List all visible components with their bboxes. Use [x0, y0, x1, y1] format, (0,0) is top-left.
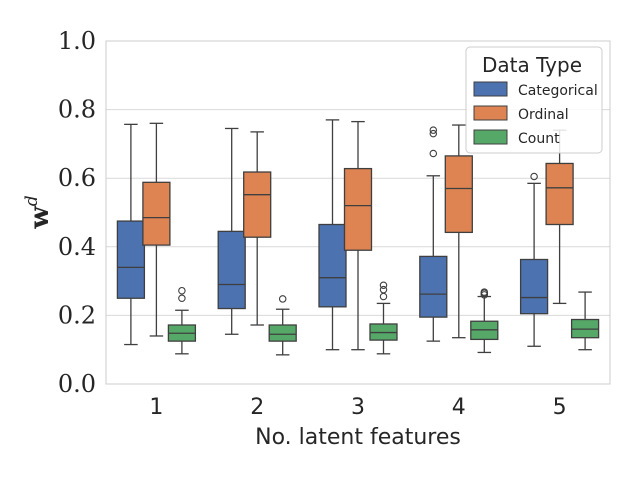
y-tick-label: 0.8 [58, 96, 96, 124]
outlier-point [278, 295, 287, 303]
box-ordinal-4 [444, 124, 473, 339]
y-tick-label: 0.6 [58, 164, 96, 192]
box-count-3 [369, 281, 398, 355]
x-tick-label: 3 [351, 395, 365, 420]
outlier-point [429, 129, 438, 138]
box-categorical-1 [116, 123, 146, 346]
outlier-point [480, 288, 489, 296]
iqr-box [545, 162, 574, 226]
outlier-point [178, 294, 186, 302]
box-plot-series [116, 119, 600, 356]
x-tick-label: 2 [250, 395, 264, 420]
box-count-4 [470, 288, 499, 354]
y-axis-ticks: 0.0 0.2 0.4 0.6 0.8 1.0 [58, 27, 96, 398]
box-ordinal-1 [142, 122, 171, 337]
iqr-box [444, 155, 473, 234]
x-tick-label: 1 [149, 395, 163, 420]
y-axis-label: wd [22, 195, 55, 229]
legend-frame [465, 46, 603, 154]
x-tick-label: 4 [452, 395, 466, 420]
outlier-point [429, 149, 438, 158]
iqr-box [419, 255, 448, 318]
legend-swatch-count [473, 129, 508, 145]
legend: Data Type Categorical Ordinal Count [465, 46, 603, 154]
x-axis-label: No. latent features [255, 425, 461, 450]
iqr-box [217, 230, 246, 310]
iqr-box [318, 223, 347, 308]
box-count-5 [570, 291, 600, 351]
box-categorical-2 [217, 127, 246, 335]
iqr-box [142, 181, 171, 246]
x-axis-ticks: 1 2 3 4 5 [149, 395, 566, 420]
outlier-point [379, 281, 388, 289]
iqr-box [243, 171, 272, 238]
box-ordinal-2 [243, 131, 272, 326]
box-categorical-4 [419, 126, 448, 342]
outlier-point [429, 126, 438, 134]
box-ordinal-3 [343, 120, 373, 351]
legend-swatch-ordinal [473, 105, 508, 121]
legend-title: Data Type [482, 53, 582, 77]
box-categorical-5 [519, 172, 549, 347]
iqr-box [268, 324, 297, 342]
iqr-box [116, 220, 146, 299]
iqr-box [519, 258, 549, 315]
outlier-point [530, 172, 538, 181]
legend-label-categorical: Categorical [518, 83, 598, 99]
box-count-1 [167, 286, 197, 355]
outlier-point [379, 292, 388, 301]
y-tick-label: 0.2 [58, 301, 96, 329]
box-count-2 [268, 295, 297, 356]
x-tick-label: 5 [553, 395, 567, 420]
legend-items: Categorical Ordinal Count [473, 81, 598, 147]
iqr-box [343, 167, 373, 251]
legend-label-ordinal: Ordinal [518, 107, 569, 123]
legend-label-count: Count [518, 131, 560, 147]
outlier-point [379, 285, 388, 294]
box-ordinal-5 [545, 129, 574, 305]
y-tick-label: 1.0 [58, 27, 96, 55]
y-tick-label: 0.0 [58, 370, 96, 398]
box-categorical-3 [318, 119, 347, 351]
legend-swatch-categorical [473, 81, 508, 97]
y-tick-label: 0.4 [58, 233, 96, 261]
axes-frame [105, 40, 611, 385]
outlier-point [178, 286, 186, 295]
